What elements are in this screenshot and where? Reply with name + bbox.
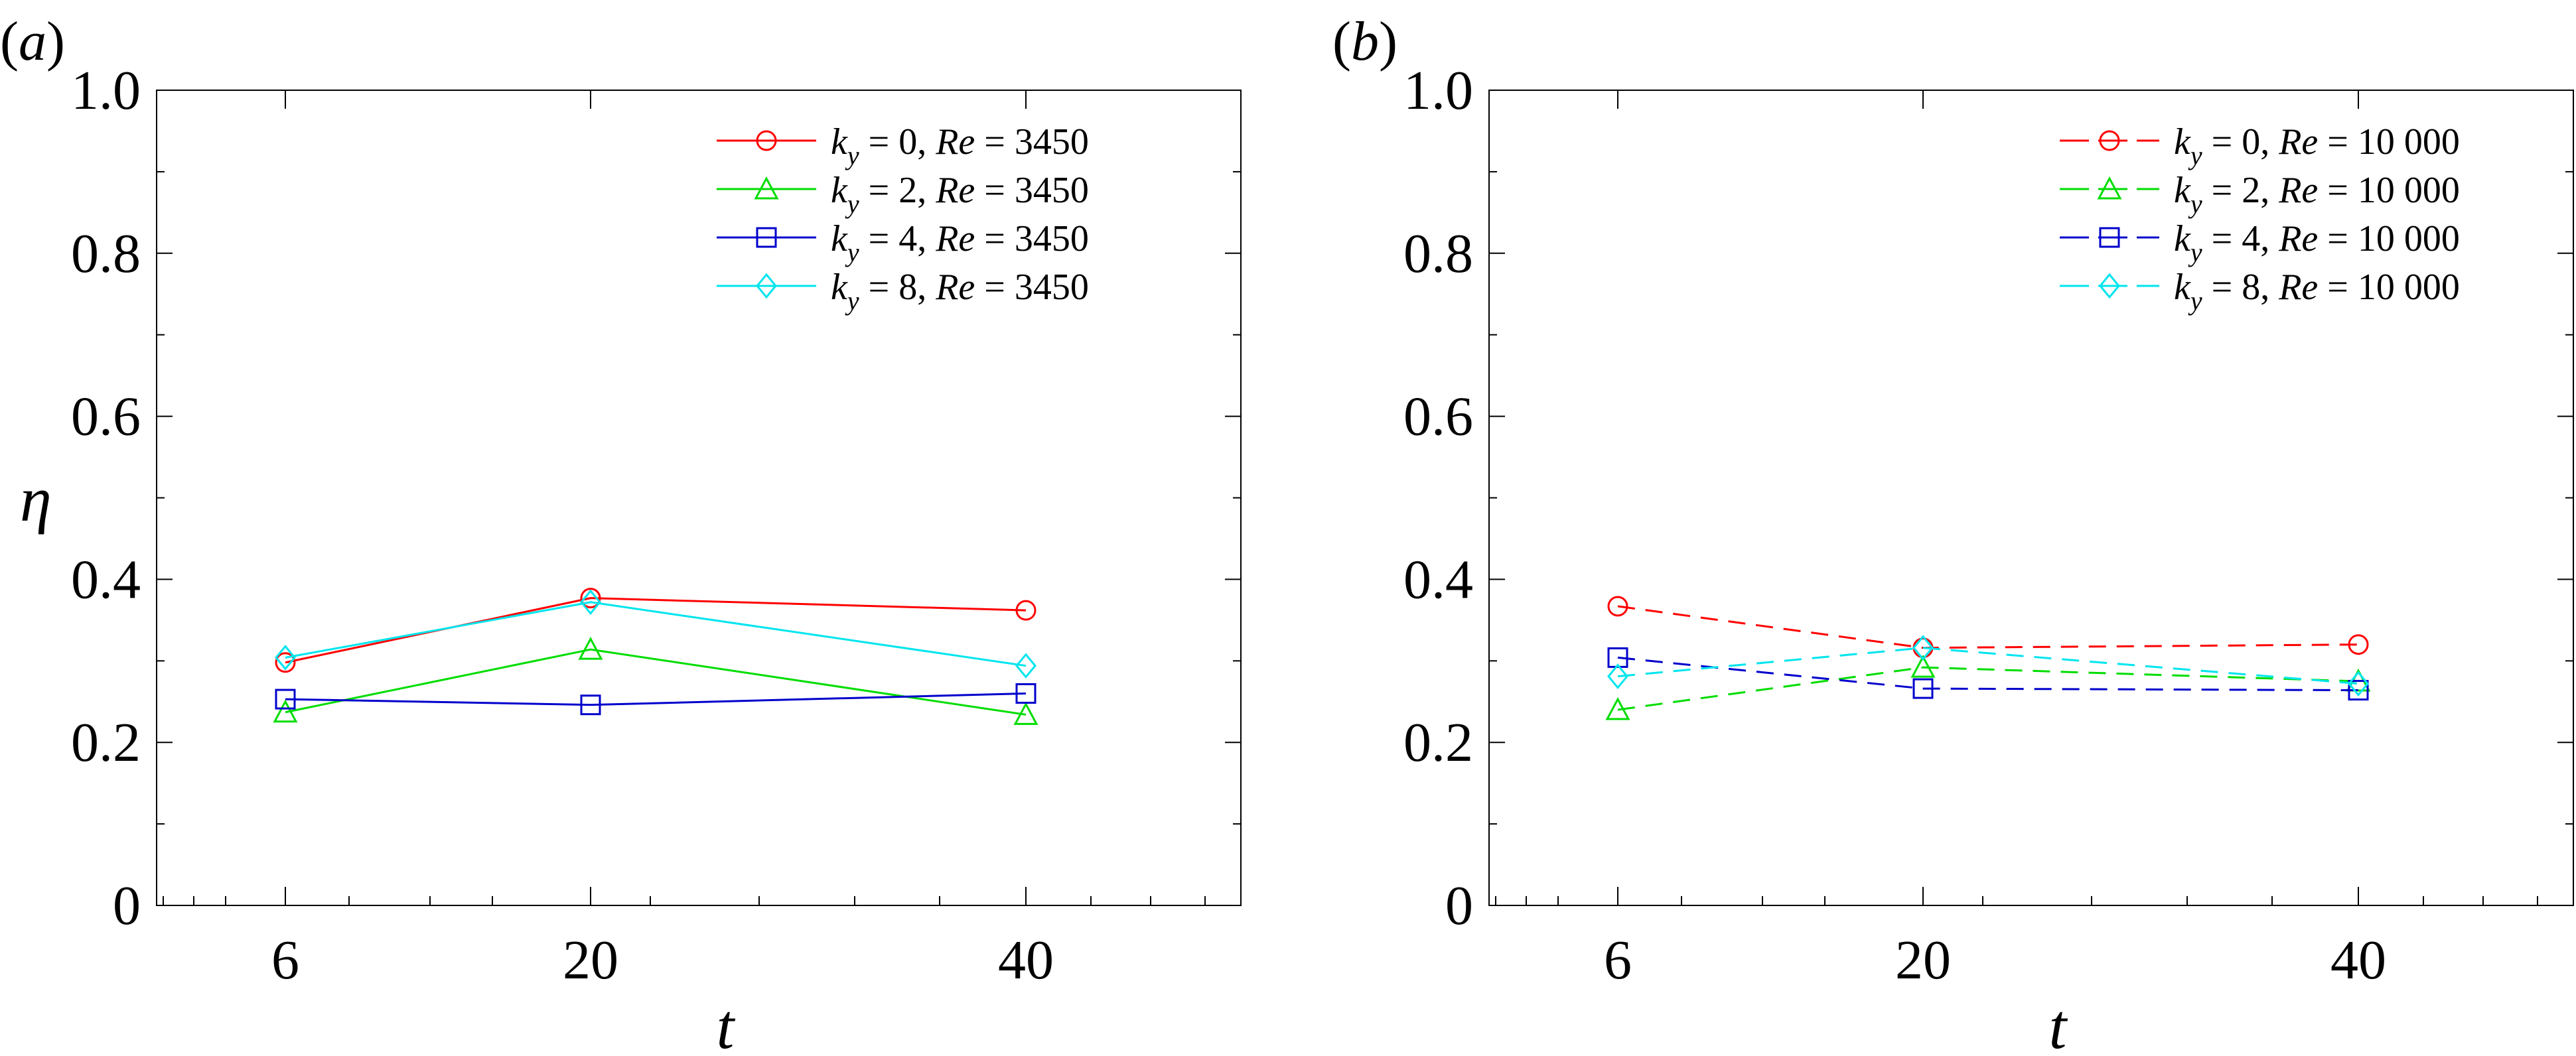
- data-point: [580, 588, 601, 609]
- plot-frame: [1488, 90, 2574, 906]
- series-line: [285, 648, 1027, 716]
- y-tick-label: 0.6: [71, 386, 141, 448]
- legend-label: ky = 4, Re = 10 000: [2174, 218, 2460, 267]
- legend-label: ky = 2, Re = 3450: [831, 170, 1089, 219]
- data-point: [2348, 671, 2369, 697]
- legend-label: ky = 4, Re = 3450: [831, 218, 1089, 267]
- series-k0: [1607, 596, 2369, 659]
- y-tick-label: 0.4: [1403, 549, 1473, 610]
- legend-marker: [756, 273, 777, 299]
- y-tick-label: 0.2: [71, 712, 141, 773]
- legend-entry-k8: ky = 8, Re = 3450: [717, 267, 1089, 316]
- data-point: [1013, 702, 1038, 725]
- data-point: [1605, 696, 1630, 720]
- y-tick-label: 0.2: [1403, 712, 1473, 773]
- data-point: [273, 699, 298, 723]
- y-tick-label: 0.6: [1403, 386, 1473, 448]
- legend-marker: [754, 176, 779, 200]
- data-point: [1015, 683, 1037, 704]
- chart-panel-a: 0 0.2 0.4 0.6 0.8 1.0 6 20 40 (a) t η ky = 0, Re = 3…: [0, 11, 1242, 1056]
- series-k4: [275, 683, 1037, 716]
- y-tick-label: 1.0: [71, 60, 141, 121]
- data-point: [1015, 600, 1037, 621]
- data-point: [1912, 678, 1934, 699]
- series-k8: [275, 589, 1037, 679]
- legend-entry-k8: ky = 8, Re = 10 000: [2060, 267, 2460, 316]
- data-point: [580, 589, 601, 616]
- legend-entry-k0: ky = 0, Re = 10 000: [2060, 121, 2460, 170]
- x-tick-label: 20: [563, 929, 618, 991]
- x-axis-title: t: [2049, 991, 2068, 1056]
- x-tick-label: 40: [2330, 929, 2386, 991]
- legend-marker: [756, 227, 777, 248]
- data-point: [1912, 635, 1934, 661]
- data-point: [2348, 680, 2369, 701]
- data-point: [1607, 663, 1628, 690]
- series-k2: [273, 636, 1038, 725]
- series-line: [1617, 656, 2359, 692]
- legend-label: ky = 8, Re = 3450: [831, 267, 1089, 316]
- data-point: [580, 694, 601, 716]
- data-point: [1607, 596, 1628, 617]
- legend-label: ky = 0, Re = 3450: [831, 121, 1089, 170]
- y-axis-title: η: [20, 464, 52, 535]
- y-tick-label: 0.4: [71, 549, 141, 610]
- legend-entry-k4: ky = 4, Re = 10 000: [2060, 218, 2460, 267]
- legend-entry-k0: ky = 0, Re = 3450: [717, 121, 1089, 170]
- series-line: [285, 601, 1027, 667]
- x-tick-label: 6: [1604, 929, 1632, 991]
- panel-label: (a): [0, 11, 65, 72]
- y-tick-label: 0.8: [1403, 223, 1473, 285]
- plot-frame: [156, 90, 1242, 906]
- y-tick-label: 1.0: [1403, 60, 1473, 121]
- data-point: [275, 645, 296, 671]
- legend-entry-k2: ky = 2, Re = 3450: [717, 170, 1089, 219]
- y-tick-label: 0: [113, 875, 141, 937]
- legend-label: ky = 2, Re = 10 000: [2174, 170, 2460, 219]
- legend-label: ky = 8, Re = 10 000: [2174, 267, 2460, 316]
- series-k4: [1607, 647, 2369, 701]
- legend-marker: [756, 130, 777, 151]
- panel-label: (b): [1332, 11, 1397, 72]
- data-point: [2348, 634, 2369, 655]
- x-tick-label: 20: [1895, 929, 1951, 991]
- series-k8: [1607, 635, 2369, 697]
- series-line: [1617, 666, 2359, 711]
- data-point: [275, 689, 296, 710]
- legend-entry-k4: ky = 4, Re = 3450: [717, 218, 1089, 267]
- legend-marker: [2099, 130, 2120, 151]
- series-line: [1617, 605, 2359, 649]
- y-tick-label: 0.8: [71, 223, 141, 285]
- series-k0: [275, 588, 1037, 673]
- legend-marker: [2099, 273, 2120, 299]
- x-tick-label: 6: [271, 929, 299, 991]
- data-point: [1910, 654, 1936, 678]
- data-point: [1015, 653, 1037, 679]
- data-point: [578, 636, 603, 660]
- data-point: [1607, 647, 1628, 668]
- data-point: [275, 652, 296, 673]
- series-line: [285, 692, 1027, 706]
- x-axis-title: t: [717, 991, 736, 1056]
- y-tick-label: 0: [1445, 875, 1473, 937]
- legend-marker: [2099, 227, 2120, 248]
- chart-panel-b: 0 0.2 0.4 0.6 0.8 1.0 6 20 40 (b) t ky = 0, Re = 10…: [1332, 11, 2574, 1056]
- series-line: [1617, 647, 2359, 685]
- legend-entry-k2: ky = 2, Re = 10 000: [2060, 170, 2460, 219]
- legend-marker: [2097, 176, 2122, 200]
- series-line: [285, 597, 1027, 664]
- legend-label: ky = 0, Re = 10 000: [2174, 121, 2460, 170]
- x-tick-label: 40: [998, 929, 1054, 991]
